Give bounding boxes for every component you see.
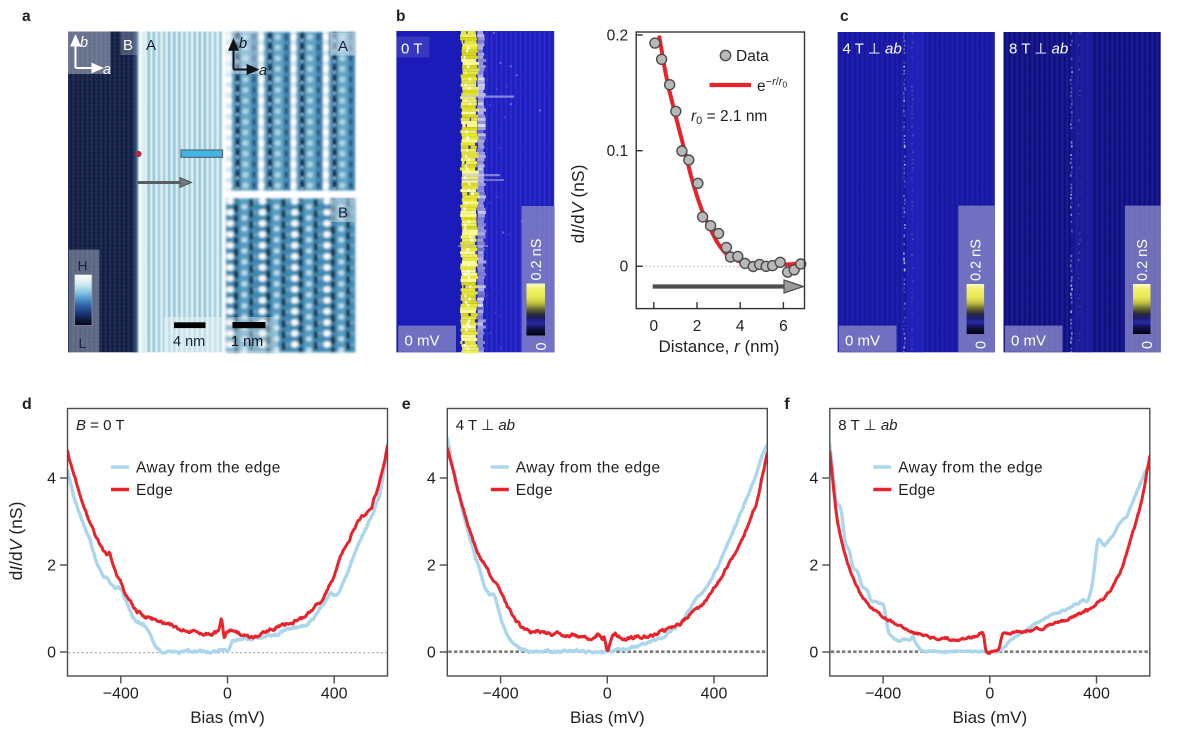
svg-text:0 mV: 0 mV [405,333,440,350]
svg-text:Data: Data [736,48,769,65]
svg-text:0: 0 [223,686,232,703]
svg-text:Edge: Edge [136,482,173,499]
svg-text:B: B [338,205,348,222]
svg-text:Edge: Edge [898,482,935,499]
svg-text:r0 = 2.1 nm: r0 = 2.1 nm [691,108,767,127]
svg-text:0: 0 [47,644,56,661]
svg-text:0.2: 0.2 [607,27,629,44]
svg-text:e: e [402,396,411,413]
svg-text:A: A [146,37,156,54]
svg-text:0.2 nS: 0.2 nS [1135,239,1151,281]
svg-text:8 T ⊥ ab: 8 T ⊥ ab [1009,41,1068,58]
svg-text:8 T ⊥ ab: 8 T ⊥ ab [838,417,897,434]
svg-text:Edge: Edge [516,482,553,499]
svg-text:c: c [840,8,849,25]
svg-text:0.2 nS: 0.2 nS [968,239,984,281]
svg-text:a: a [22,8,31,25]
svg-text:B = 0 T: B = 0 T [76,417,125,434]
svg-text:2: 2 [47,557,56,574]
svg-text:Distance, r (nm): Distance, r (nm) [659,337,780,356]
svg-text:0.1: 0.1 [607,143,629,160]
svg-text:0 mV: 0 mV [1011,333,1046,350]
svg-text:−400: −400 [865,686,901,703]
svg-text:B: B [123,37,133,54]
svg-text:4: 4 [809,470,818,487]
svg-text:4 T ⊥ ab: 4 T ⊥ ab [456,417,515,434]
svg-text:400: 400 [1083,686,1110,703]
svg-text:b: b [80,35,88,51]
svg-text:0 T: 0 T [401,41,422,58]
svg-text:d: d [22,396,32,413]
svg-text:0: 0 [620,259,629,276]
svg-text:2: 2 [427,557,436,574]
svg-text:Away from the edge: Away from the edge [516,460,661,477]
svg-text:Bias (mV): Bias (mV) [570,708,645,727]
svg-text:Away from the edge: Away from the edge [136,460,281,477]
svg-text:0: 0 [427,644,436,661]
svg-text:0 mV: 0 mV [845,333,880,350]
svg-text:0: 0 [603,686,612,703]
svg-text:f: f [784,396,790,413]
svg-text:dI/dV (nS): dI/dV (nS) [6,502,26,581]
svg-text:H: H [78,258,88,274]
svg-text:0: 0 [649,318,658,335]
svg-text:4 T ⊥ ab: 4 T ⊥ ab [843,41,902,58]
svg-text:0: 0 [1140,341,1156,349]
svg-text:−400: −400 [483,686,519,703]
svg-text:0: 0 [974,341,990,349]
svg-text:2: 2 [693,318,702,335]
svg-text:L: L [79,335,87,351]
svg-text:0: 0 [985,686,994,703]
svg-text:0: 0 [534,342,550,350]
svg-text:A: A [338,38,348,55]
svg-text:4 nm: 4 nm [173,334,205,350]
svg-text:6: 6 [779,318,788,335]
svg-text:−400: −400 [103,686,139,703]
svg-text:2: 2 [809,557,818,574]
svg-text:Away from the edge: Away from the edge [898,460,1043,477]
svg-text:4: 4 [427,470,436,487]
svg-text:Bias (mV): Bias (mV) [190,708,265,727]
svg-text:400: 400 [321,686,348,703]
svg-text:b: b [239,36,247,52]
svg-text:400: 400 [701,686,728,703]
svg-text:0.2 nS: 0.2 nS [529,239,545,281]
svg-text:Bias (mV): Bias (mV) [952,708,1027,727]
svg-text:4: 4 [736,318,745,335]
svg-text:1 nm: 1 nm [231,334,263,350]
svg-text:a: a [259,63,267,79]
svg-text:4: 4 [47,470,56,487]
svg-text:a: a [103,62,111,78]
svg-text:dI/dV (nS): dI/dV (nS) [568,165,588,244]
svg-text:b: b [396,8,405,25]
svg-text:0: 0 [809,644,818,661]
